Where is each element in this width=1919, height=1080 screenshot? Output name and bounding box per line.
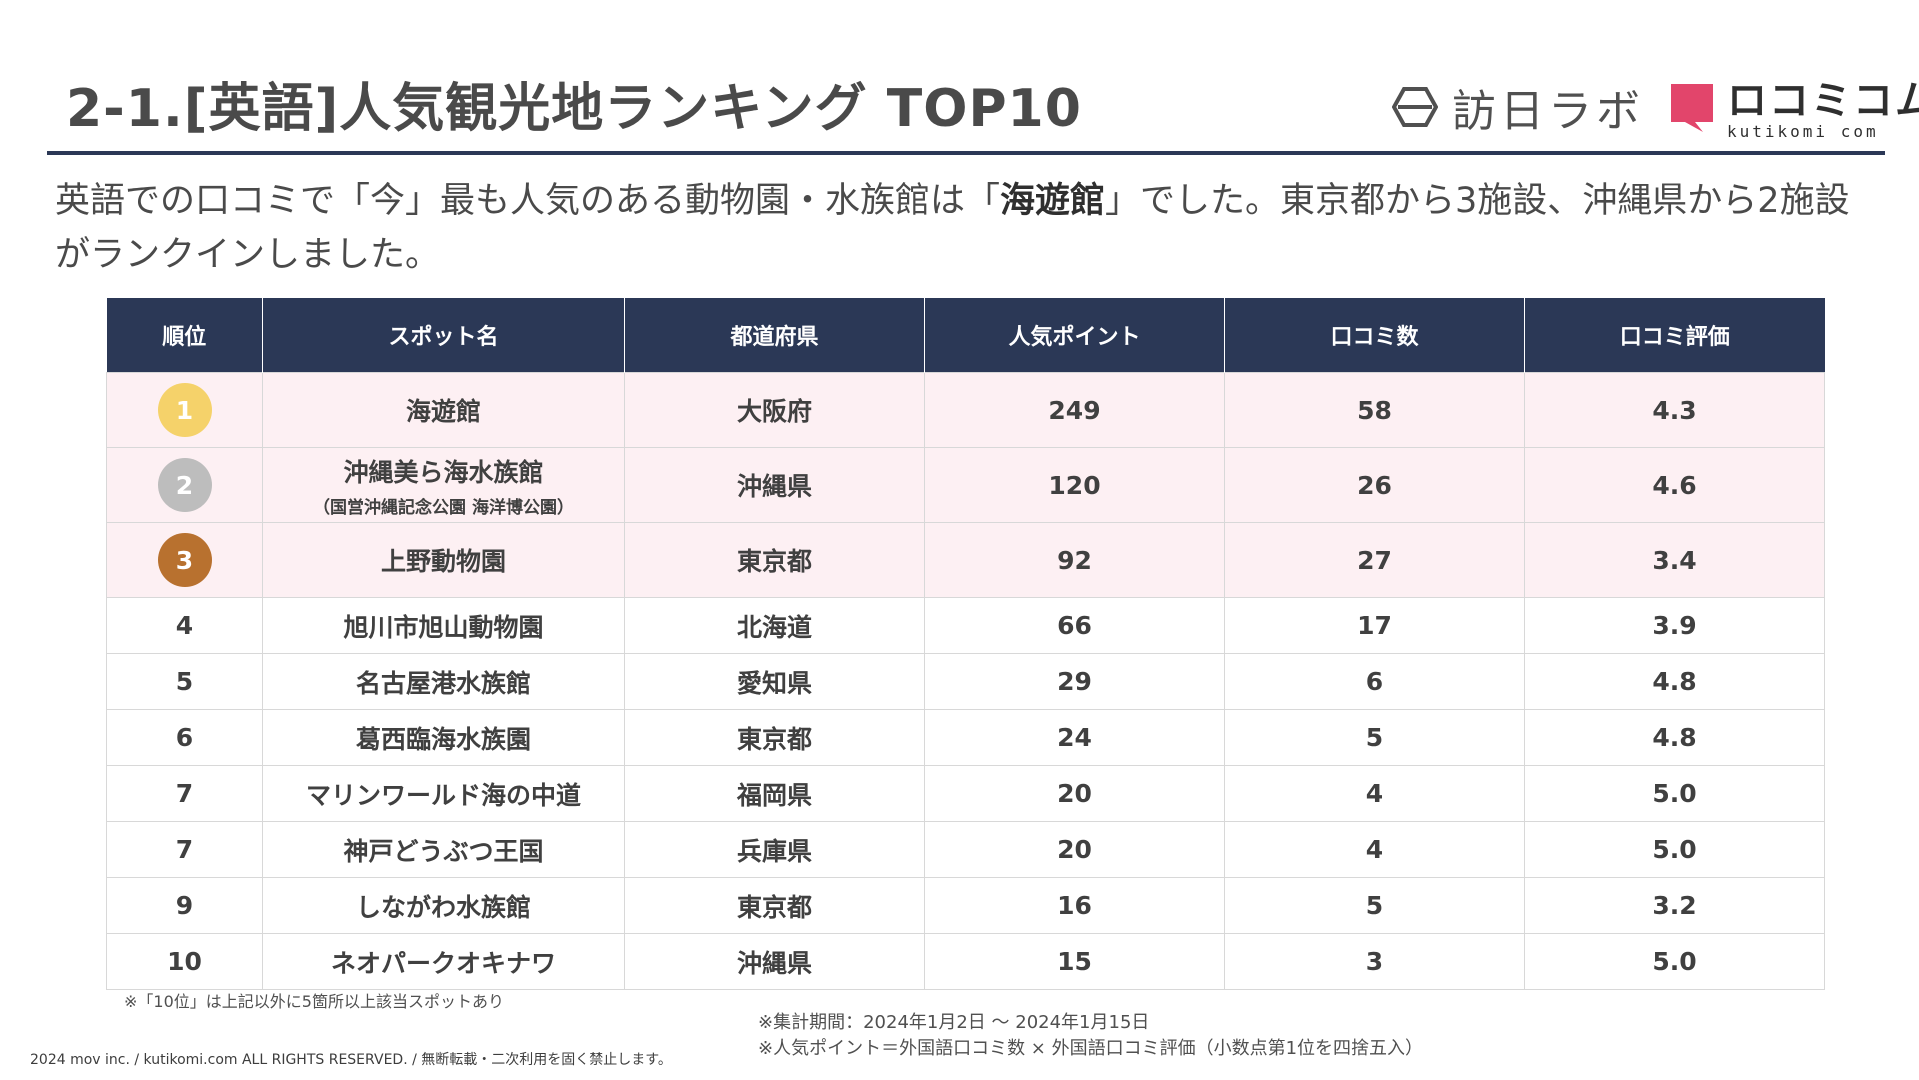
brand1-text: 訪日ラボ: [1452, 86, 1644, 137]
rating: 3.4: [1524, 522, 1825, 598]
rating: 5.0: [1524, 933, 1825, 990]
points: 16: [924, 877, 1225, 934]
kutikomi-logo: ロコミコム kutikomi com: [1667, 80, 1919, 141]
table-header-row: 順位 スポット名 都道府県 人気ポイント 口コミ数 口コミ評価: [106, 298, 1825, 373]
rating: 4.8: [1524, 653, 1825, 710]
footnotes: ※集計期間：2024年1月2日 〜 2024年1月15日 ※人気ポイント＝外国語…: [758, 1010, 1423, 1062]
header-prefecture: 都道府県: [624, 298, 925, 373]
rating: 3.2: [1524, 877, 1825, 934]
spot-name: しながわ水族館: [262, 877, 625, 934]
houjin-labo-logo: 訪日ラボ: [1392, 82, 1644, 137]
points: 24: [924, 709, 1225, 766]
table-row: 3 上野動物園 東京都 92 27 3.4: [106, 522, 1825, 598]
spot-name: 旭川市旭山動物園: [262, 597, 625, 654]
header-spot: スポット名: [262, 298, 625, 373]
period-note: ※集計期間：2024年1月2日 〜 2024年1月15日: [758, 1012, 1150, 1033]
prefecture: 沖縄県: [624, 933, 925, 990]
table-row: 7 マリンワールド海の中道 福岡県 20 4 5.0: [106, 765, 1825, 822]
review-count: 6: [1224, 653, 1525, 710]
points: 20: [924, 821, 1225, 878]
spot-name: 葛西臨海水族園: [262, 709, 625, 766]
speech-bubble-logo-icon: [1671, 84, 1713, 132]
rating: 4.6: [1524, 447, 1825, 523]
review-count: 5: [1224, 877, 1525, 934]
gold-medal-badge: 1: [157, 383, 212, 437]
brand2-sub-text: kutikomi com: [1727, 122, 1879, 141]
table-row: 10 ネオパークオキナワ 沖縄県 15 3 5.0: [106, 933, 1825, 990]
bronze-medal-badge: 3: [157, 533, 212, 587]
prefecture: 東京都: [624, 709, 925, 766]
review-count: 5: [1224, 709, 1525, 766]
rating: 3.9: [1524, 597, 1825, 654]
prefecture: 東京都: [624, 877, 925, 934]
spot-name: 沖縄美ら海水族館: [343, 457, 544, 487]
review-count: 3: [1224, 933, 1525, 990]
prefecture: 大阪府: [624, 372, 925, 448]
prefecture: 愛知県: [624, 653, 925, 710]
spot-name-cell: 沖縄美ら海水族館 （国営沖縄記念公園 海洋博公園）: [262, 447, 625, 523]
points: 15: [924, 933, 1225, 990]
rank: 9: [106, 877, 263, 934]
copyright: 2024 mov inc. / kutikomi.com ALL RIGHTS …: [30, 1052, 672, 1068]
prefecture: 兵庫県: [624, 821, 925, 878]
rating: 4.8: [1524, 709, 1825, 766]
rank: 5: [106, 653, 263, 710]
points: 29: [924, 653, 1225, 710]
rank: 10: [106, 933, 263, 990]
spot-name: 海遊館: [262, 372, 625, 448]
silver-medal-badge: 2: [157, 458, 212, 512]
rating: 5.0: [1524, 765, 1825, 822]
brand2-text: ロコミコム: [1727, 78, 1919, 124]
points: 249: [924, 372, 1225, 448]
rating: 4.3: [1524, 372, 1825, 448]
points: 20: [924, 765, 1225, 822]
rating: 5.0: [1524, 821, 1825, 878]
rank: 4: [106, 597, 263, 654]
lead-text-2: 」でした。東京都から3施設、沖縄県から2施設がランクインしました。: [55, 181, 1850, 275]
rank: 7: [106, 821, 263, 878]
table-row: 4 旭川市旭山動物園 北海道 66 17 3.9: [106, 597, 1825, 654]
header-rating: 口コミ評価: [1524, 298, 1825, 373]
spot-name: 神戸どうぶつ王国: [262, 821, 625, 878]
rank: 6: [106, 709, 263, 766]
header-rank: 順位: [106, 298, 263, 373]
table-row: 9 しながわ水族館 東京都 16 5 3.2: [106, 877, 1825, 934]
table-row: 1 海遊館 大阪府 249 58 4.3: [106, 372, 1825, 448]
lead-highlight: 海遊館: [1000, 181, 1106, 221]
prefecture: 北海道: [624, 597, 925, 654]
tenth-place-note: ※「10位」は上記以外に5箇所以上該当スポットあり: [124, 992, 504, 1011]
review-count: 58: [1224, 372, 1525, 448]
review-count: 26: [1224, 447, 1525, 523]
spot-name: 上野動物園: [262, 522, 625, 598]
prefecture: 福岡県: [624, 765, 925, 822]
points: 92: [924, 522, 1225, 598]
header-points: 人気ポイント: [924, 298, 1225, 373]
review-count: 4: [1224, 821, 1525, 878]
spot-subname: （国営沖縄記念公園 海洋博公園）: [313, 497, 574, 518]
hexagon-logo-icon: [1392, 87, 1438, 127]
spot-name: マリンワールド海の中道: [262, 765, 625, 822]
review-count: 17: [1224, 597, 1525, 654]
spot-name: 名古屋港水族館: [262, 653, 625, 710]
prefecture: 沖縄県: [624, 447, 925, 523]
table-row: 2 沖縄美ら海水族館 （国営沖縄記念公園 海洋博公園） 沖縄県 120 26 4.…: [106, 447, 1825, 523]
points: 120: [924, 447, 1225, 523]
table-row: 7 神戸どうぶつ王国 兵庫県 20 4 5.0: [106, 821, 1825, 878]
page-title: 2-1.[英語]人気観光地ランキング TOP10: [66, 79, 1082, 139]
title-divider: [47, 151, 1885, 155]
header-review-count: 口コミ数: [1224, 298, 1525, 373]
points: 66: [924, 597, 1225, 654]
spot-name: ネオパークオキナワ: [262, 933, 625, 990]
lead-text-1: 英語での口コミで「今」最も人気のある動物園・水族館は「: [55, 181, 1001, 221]
prefecture: 東京都: [624, 522, 925, 598]
table-row: 6 葛西臨海水族園 東京都 24 5 4.8: [106, 709, 1825, 766]
lead-paragraph: 英語での口コミで「今」最も人気のある動物園・水族館は「海遊館」でした。東京都から…: [55, 174, 1875, 282]
ranking-table: 順位 スポット名 都道府県 人気ポイント 口コミ数 口コミ評価 1 海遊館 大阪…: [106, 298, 1825, 990]
rank: 7: [106, 765, 263, 822]
review-count: 4: [1224, 765, 1525, 822]
review-count: 27: [1224, 522, 1525, 598]
table-row: 5 名古屋港水族館 愛知県 29 6 4.8: [106, 653, 1825, 710]
formula-note: ※人気ポイント＝外国語口コミ数 × 外国語口コミ評価（小数点第1位を四捨五入）: [758, 1038, 1424, 1059]
